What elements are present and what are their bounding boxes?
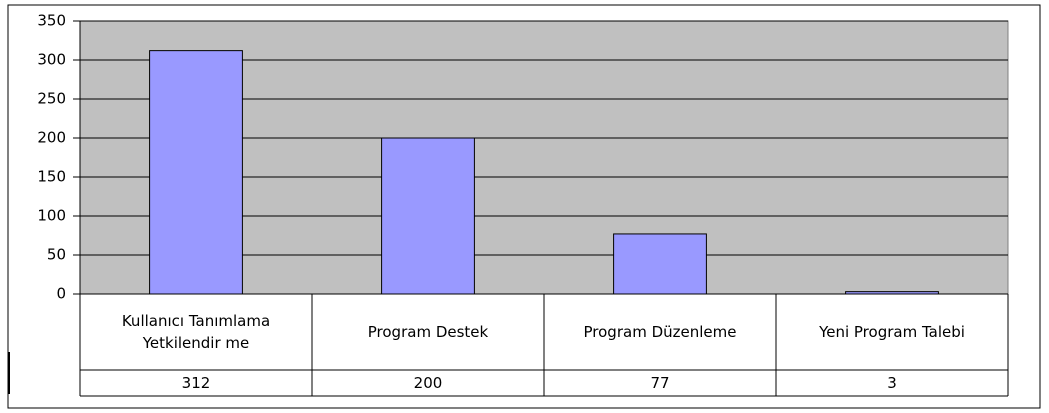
data-table-value: 77 [650,374,670,392]
bar [613,233,707,295]
y-tick-label: 100 [37,207,66,225]
data-table-value: 312 [181,374,211,392]
data-table-value: 3 [887,374,897,392]
bar [149,50,243,295]
bar [381,137,475,295]
y-tick-label: 150 [37,168,66,186]
y-tick-label: 200 [37,129,66,147]
y-tick-label: 350 [37,12,66,30]
y-tick-label: 50 [47,246,66,264]
y-tick-label: 250 [37,90,66,108]
category-label: Program Düzenleme [583,323,737,341]
category-label: Yeni Program Talebi [819,323,965,341]
category-label: Program Destek [367,323,489,341]
y-tick-label: 300 [37,51,66,69]
data-table-value: 200 [413,374,443,392]
category-label: Kullanıcı Tanımlama Yetkilendir me [121,312,271,352]
y-tick-label: 0 [56,285,66,303]
